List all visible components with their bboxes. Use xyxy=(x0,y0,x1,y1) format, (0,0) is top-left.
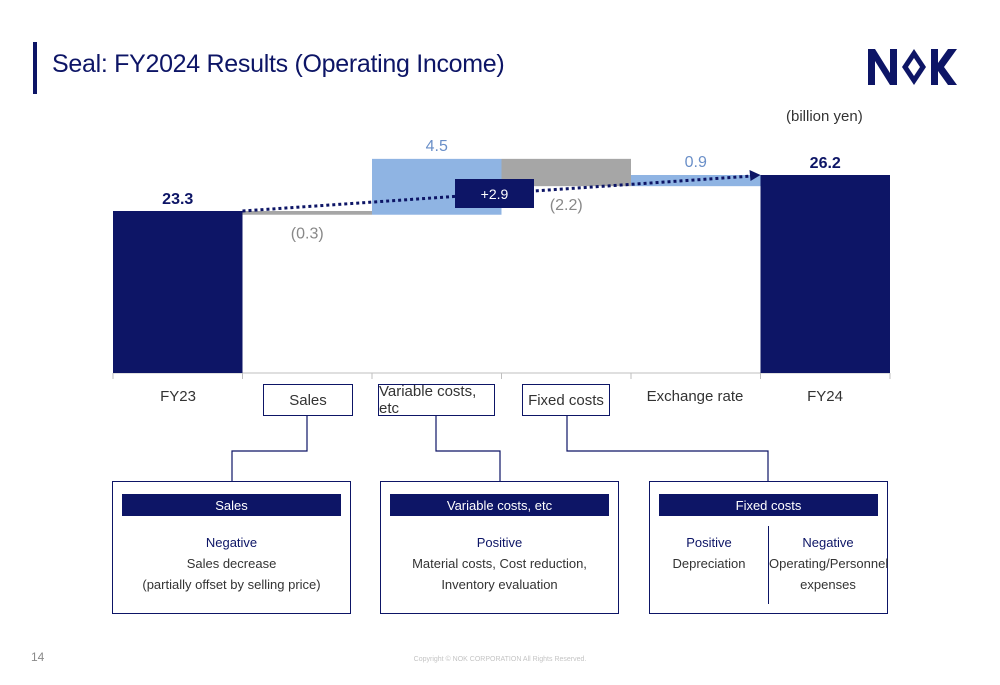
category-box-variable-costs: Variable costs, etc xyxy=(378,383,495,417)
bar-fy23 xyxy=(113,211,243,373)
net-change-label: +2.9 xyxy=(481,186,509,202)
panel-fixed-divider xyxy=(768,526,769,604)
category-box-fixed-costs: Fixed costs xyxy=(522,384,610,416)
connector-sales xyxy=(231,416,308,481)
category-label-fy23: FY23 xyxy=(160,388,196,405)
panel-fixed-left-line1: Depreciation xyxy=(672,556,746,571)
unit-label: (billion yen) xyxy=(786,108,863,125)
connector-fixed xyxy=(566,416,769,481)
data-label-variable-costs-etc: 4.5 xyxy=(426,138,448,155)
copyright-notice: Copyright © NOK CORPORATION All Rights R… xyxy=(413,656,587,663)
nok-logo xyxy=(868,49,957,85)
panel-variable-body: Positive Material costs, Cost reduction,… xyxy=(381,532,618,595)
bar-fy24 xyxy=(760,175,890,373)
net-change-arrow-line xyxy=(242,174,753,213)
panel-variable-line2: Inventory evaluation xyxy=(441,577,558,592)
panel-fixed-right-tone: Negative xyxy=(802,535,854,550)
panel-fixed-heading: Fixed costs xyxy=(659,494,878,516)
panel-variable-heading: Variable costs, etc xyxy=(390,494,609,516)
panel-fixed-right-column: Negative Operating/Personnel expenses xyxy=(769,532,889,595)
panel-fixed-left-tone: Positive xyxy=(686,535,732,550)
panel-fixed-right-line2: expenses xyxy=(800,577,856,592)
data-label-fy24: 26.2 xyxy=(810,155,841,172)
net-change-arrowhead xyxy=(749,170,761,181)
data-label-exchange-rate: 0.9 xyxy=(685,154,707,171)
panel-sales-line1: Sales decrease xyxy=(186,556,277,571)
panel-sales: Sales Negative Sales decrease (partially… xyxy=(112,481,351,614)
bar-exchange-rate xyxy=(631,175,761,187)
net-change-badge xyxy=(455,179,534,208)
page-number: 14 xyxy=(31,650,45,664)
title-accent-bar xyxy=(33,42,37,94)
data-label-fixed-costs: (2.2) xyxy=(550,197,583,214)
page-title: Seal: FY2024 Results (Operating Income) xyxy=(52,50,505,78)
waterfall-chart: 23.3 (0.3) 4.5 (2.2) 0.9 26.2 +2.9 xyxy=(112,138,891,379)
bar-sales xyxy=(242,211,372,215)
panel-fixed-left-column: Positive Depreciation xyxy=(650,532,768,574)
panel-variable-costs: Variable costs, etc Positive Material co… xyxy=(380,481,619,614)
panel-fixed-right-line1: Operating/Personnel xyxy=(769,556,889,571)
data-label-sales: (0.3) xyxy=(291,226,324,243)
category-box-sales: Sales xyxy=(263,384,353,416)
category-label-exchange-rate: Exchange rate xyxy=(646,388,744,405)
connector-variable xyxy=(435,416,501,481)
panel-sales-heading: Sales xyxy=(122,494,341,516)
panel-sales-body: Negative Sales decrease (partially offse… xyxy=(113,532,350,595)
panel-variable-line1: Material costs, Cost reduction, xyxy=(412,556,587,571)
panel-fixed-costs: Fixed costs Positive Depreciation Negati… xyxy=(649,481,888,614)
panel-sales-line2: (partially offset by selling price) xyxy=(142,577,321,592)
panel-variable-tone: Positive xyxy=(476,535,523,550)
data-label-fy23: 23.3 xyxy=(162,191,193,208)
category-label-fy24: FY24 xyxy=(807,388,843,405)
panel-sales-tone: Negative xyxy=(205,535,258,550)
